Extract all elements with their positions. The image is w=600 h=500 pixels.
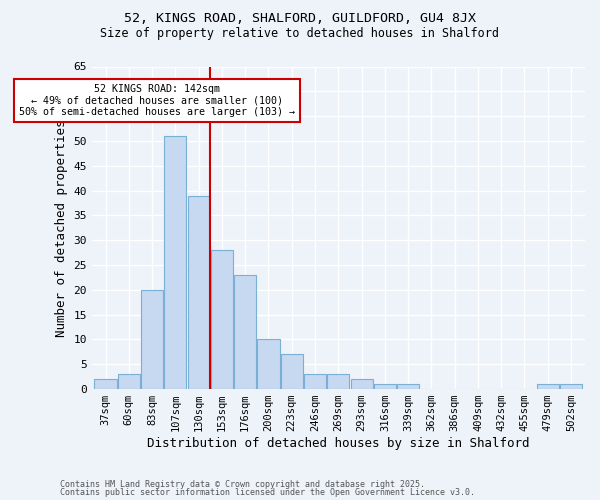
Bar — [374, 384, 396, 389]
Bar — [141, 290, 163, 389]
Bar — [94, 379, 116, 389]
Bar — [281, 354, 303, 389]
Bar — [257, 340, 280, 389]
Bar — [537, 384, 559, 389]
Text: Size of property relative to detached houses in Shalford: Size of property relative to detached ho… — [101, 28, 499, 40]
Text: Contains HM Land Registry data © Crown copyright and database right 2025.: Contains HM Land Registry data © Crown c… — [60, 480, 425, 489]
Bar — [350, 379, 373, 389]
X-axis label: Distribution of detached houses by size in Shalford: Distribution of detached houses by size … — [147, 437, 530, 450]
Bar — [560, 384, 582, 389]
Bar — [397, 384, 419, 389]
Text: 52, KINGS ROAD, SHALFORD, GUILDFORD, GU4 8JX: 52, KINGS ROAD, SHALFORD, GUILDFORD, GU4… — [124, 12, 476, 26]
Bar — [164, 136, 187, 389]
Bar — [327, 374, 349, 389]
Text: 52 KINGS ROAD: 142sqm
← 49% of detached houses are smaller (100)
50% of semi-det: 52 KINGS ROAD: 142sqm ← 49% of detached … — [19, 84, 295, 117]
Bar — [211, 250, 233, 389]
Bar — [118, 374, 140, 389]
Text: Contains public sector information licensed under the Open Government Licence v3: Contains public sector information licen… — [60, 488, 475, 497]
Y-axis label: Number of detached properties: Number of detached properties — [55, 119, 68, 336]
Bar — [234, 275, 256, 389]
Bar — [188, 196, 210, 389]
Bar — [304, 374, 326, 389]
